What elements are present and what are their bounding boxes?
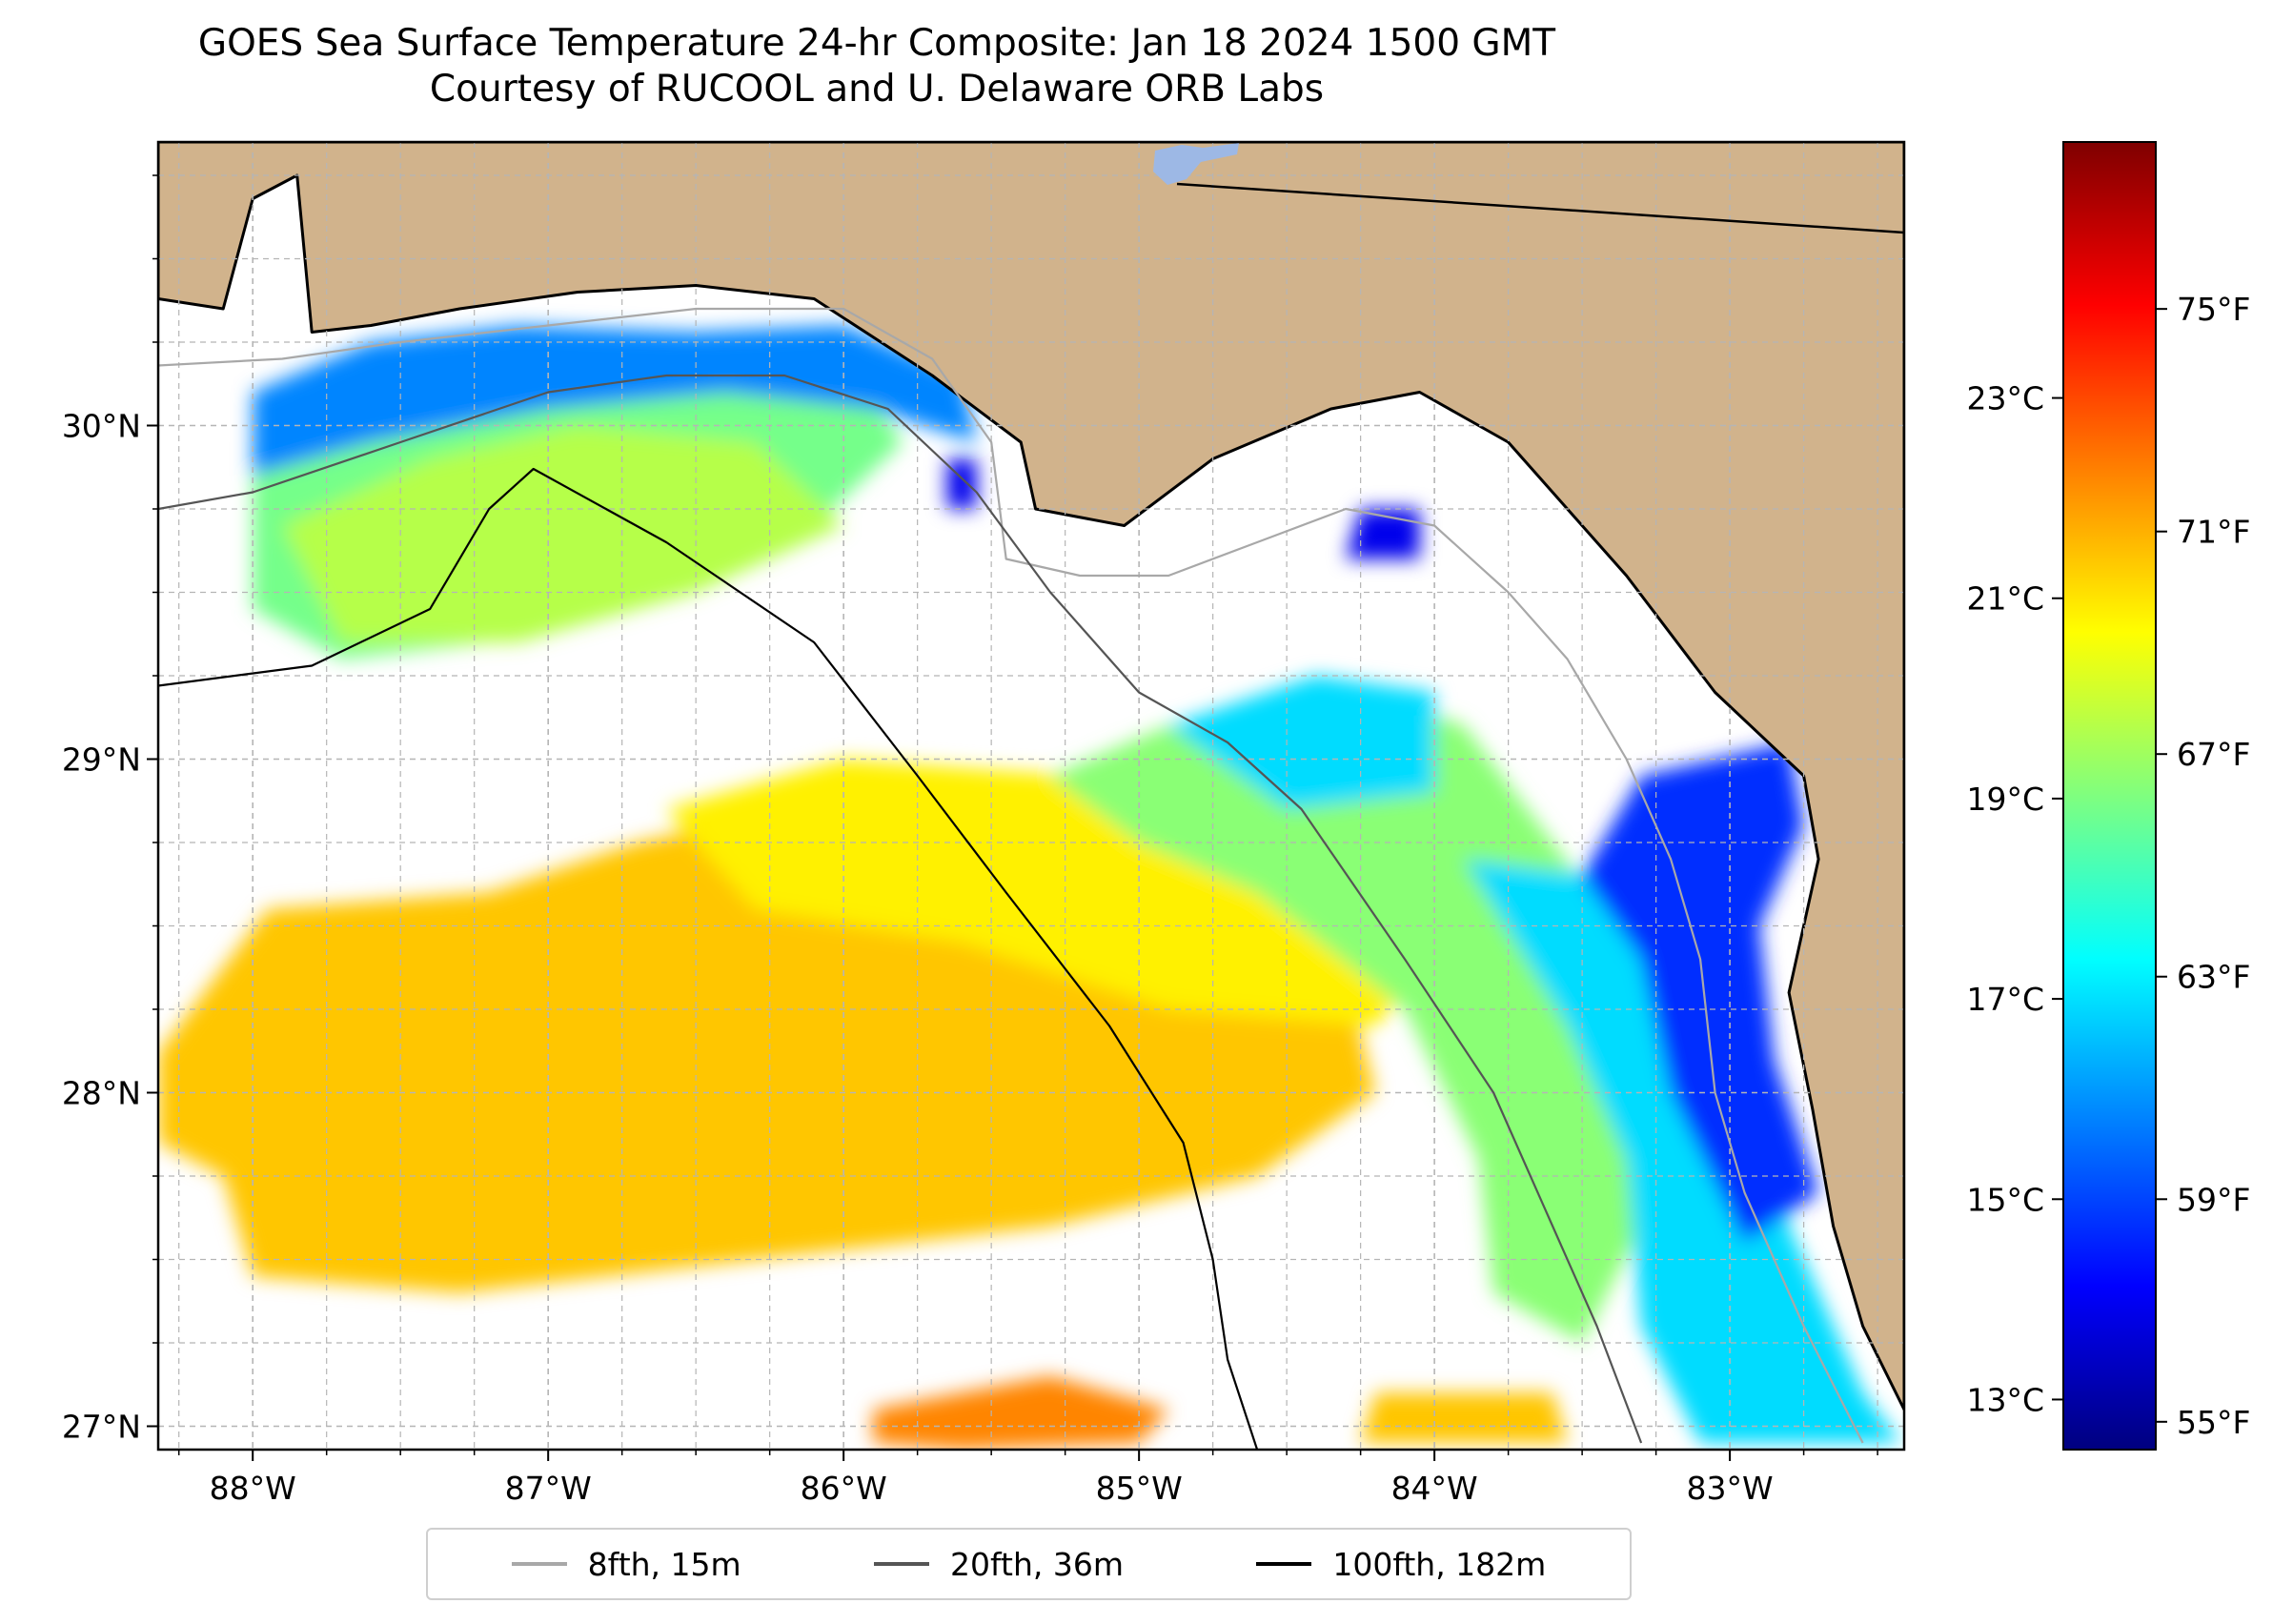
colorbar-c-label: 15°C [1966, 1181, 2044, 1218]
axis-ticks: 88°W 87°W 86°W 85°W 84°W 83°W 27°N 28°N 29°N 30°N [62, 174, 1878, 1507]
colorbar-c-label: 17°C [1966, 981, 2044, 1018]
legend-label-8fth: 8fth, 15m [587, 1545, 741, 1583]
legend-item-100fth: 100fth, 182m [1256, 1546, 1546, 1583]
colorbar-ticks: 55°F 59°F 63°F 67°F 71°F 75°F 13°C 15°C 17°C 19°C… [1966, 291, 2250, 1441]
colorbar-gradient [2062, 141, 2157, 1451]
lat-tick-label: 29°N [62, 741, 141, 779]
contour-legend: 8fth, 15m 20fth, 36m 100fth, 182m [426, 1528, 1632, 1600]
lat-tick-label: 27°N [62, 1409, 141, 1446]
sst-patch-8 [282, 425, 844, 642]
sst-patch-2 [1050, 692, 1672, 1343]
state-border-line [1176, 182, 1904, 234]
legend-item-8fth: 8fth, 15m [511, 1545, 741, 1583]
map-title: GOES Sea Surface Temperature 24-hr Compo… [114, 21, 1639, 112]
legend-line-20fth [874, 1562, 929, 1566]
contour-8fth [158, 307, 1864, 1444]
lon-tick-label: 84°W [1391, 1470, 1478, 1507]
sst-patch-11 [1346, 509, 1420, 559]
lat-tick-label: 30°N [62, 408, 141, 445]
colorbar-c-label: 19°C [1966, 781, 2044, 818]
lon-tick-label: 86°W [801, 1470, 887, 1507]
lon-tick-label: 87°W [505, 1470, 592, 1507]
colorbar-c-label: 21°C [1966, 580, 2044, 618]
colorbar-f-label: 75°F [2177, 291, 2250, 328]
sst-patch-4 [1582, 742, 1819, 1243]
lake-shape [1153, 143, 1239, 185]
lon-tick-label: 88°W [210, 1470, 296, 1507]
colorbar-f-label: 63°F [2177, 959, 2250, 996]
legend-line-8fth [511, 1562, 567, 1566]
title-line-2: Courtesy of RUCOOL and U. Delaware ORB L… [429, 68, 1325, 111]
contour-20fth [158, 374, 1643, 1444]
colorbar-f-label: 55°F [2177, 1404, 2250, 1441]
legend-label-20fth: 20fth, 36m [950, 1545, 1124, 1583]
legend-item-20fth: 20fth, 36m [874, 1546, 1124, 1583]
legend-label-100fth: 100fth, 182m [1332, 1545, 1547, 1583]
colorbar-c-label: 23°C [1966, 380, 2044, 417]
map-area [158, 142, 1904, 1450]
colorbar-f-label: 59°F [2177, 1181, 2250, 1218]
sst-patch-10 [1360, 1392, 1568, 1443]
sst-patch-5 [1168, 676, 1435, 809]
colorbar: 55°F 59°F 63°F 67°F 71°F 75°F 13°C 15°C 17°C 19°C… [1966, 141, 2250, 1451]
colorbar-c-label: 13°C [1966, 1381, 2044, 1418]
sst-patch-12 [946, 458, 977, 509]
bathymetry-contours [158, 307, 1864, 1450]
contour-100fth [158, 467, 1259, 1450]
lon-tick-label: 85°W [1096, 1470, 1183, 1507]
colorbar-f-label: 71°F [2177, 514, 2250, 551]
sst-patch-7 [253, 325, 977, 476]
title-line-1: GOES Sea Surface Temperature 24-hr Compo… [197, 22, 1556, 65]
map-frame [156, 140, 1906, 1451]
legend-line-100fth [1256, 1562, 1312, 1566]
sst-patch-9 [873, 1376, 1169, 1450]
lon-tick-label: 83°W [1687, 1470, 1774, 1507]
lat-tick-label: 28°N [62, 1075, 141, 1112]
colorbar-f-label: 67°F [2177, 736, 2250, 773]
